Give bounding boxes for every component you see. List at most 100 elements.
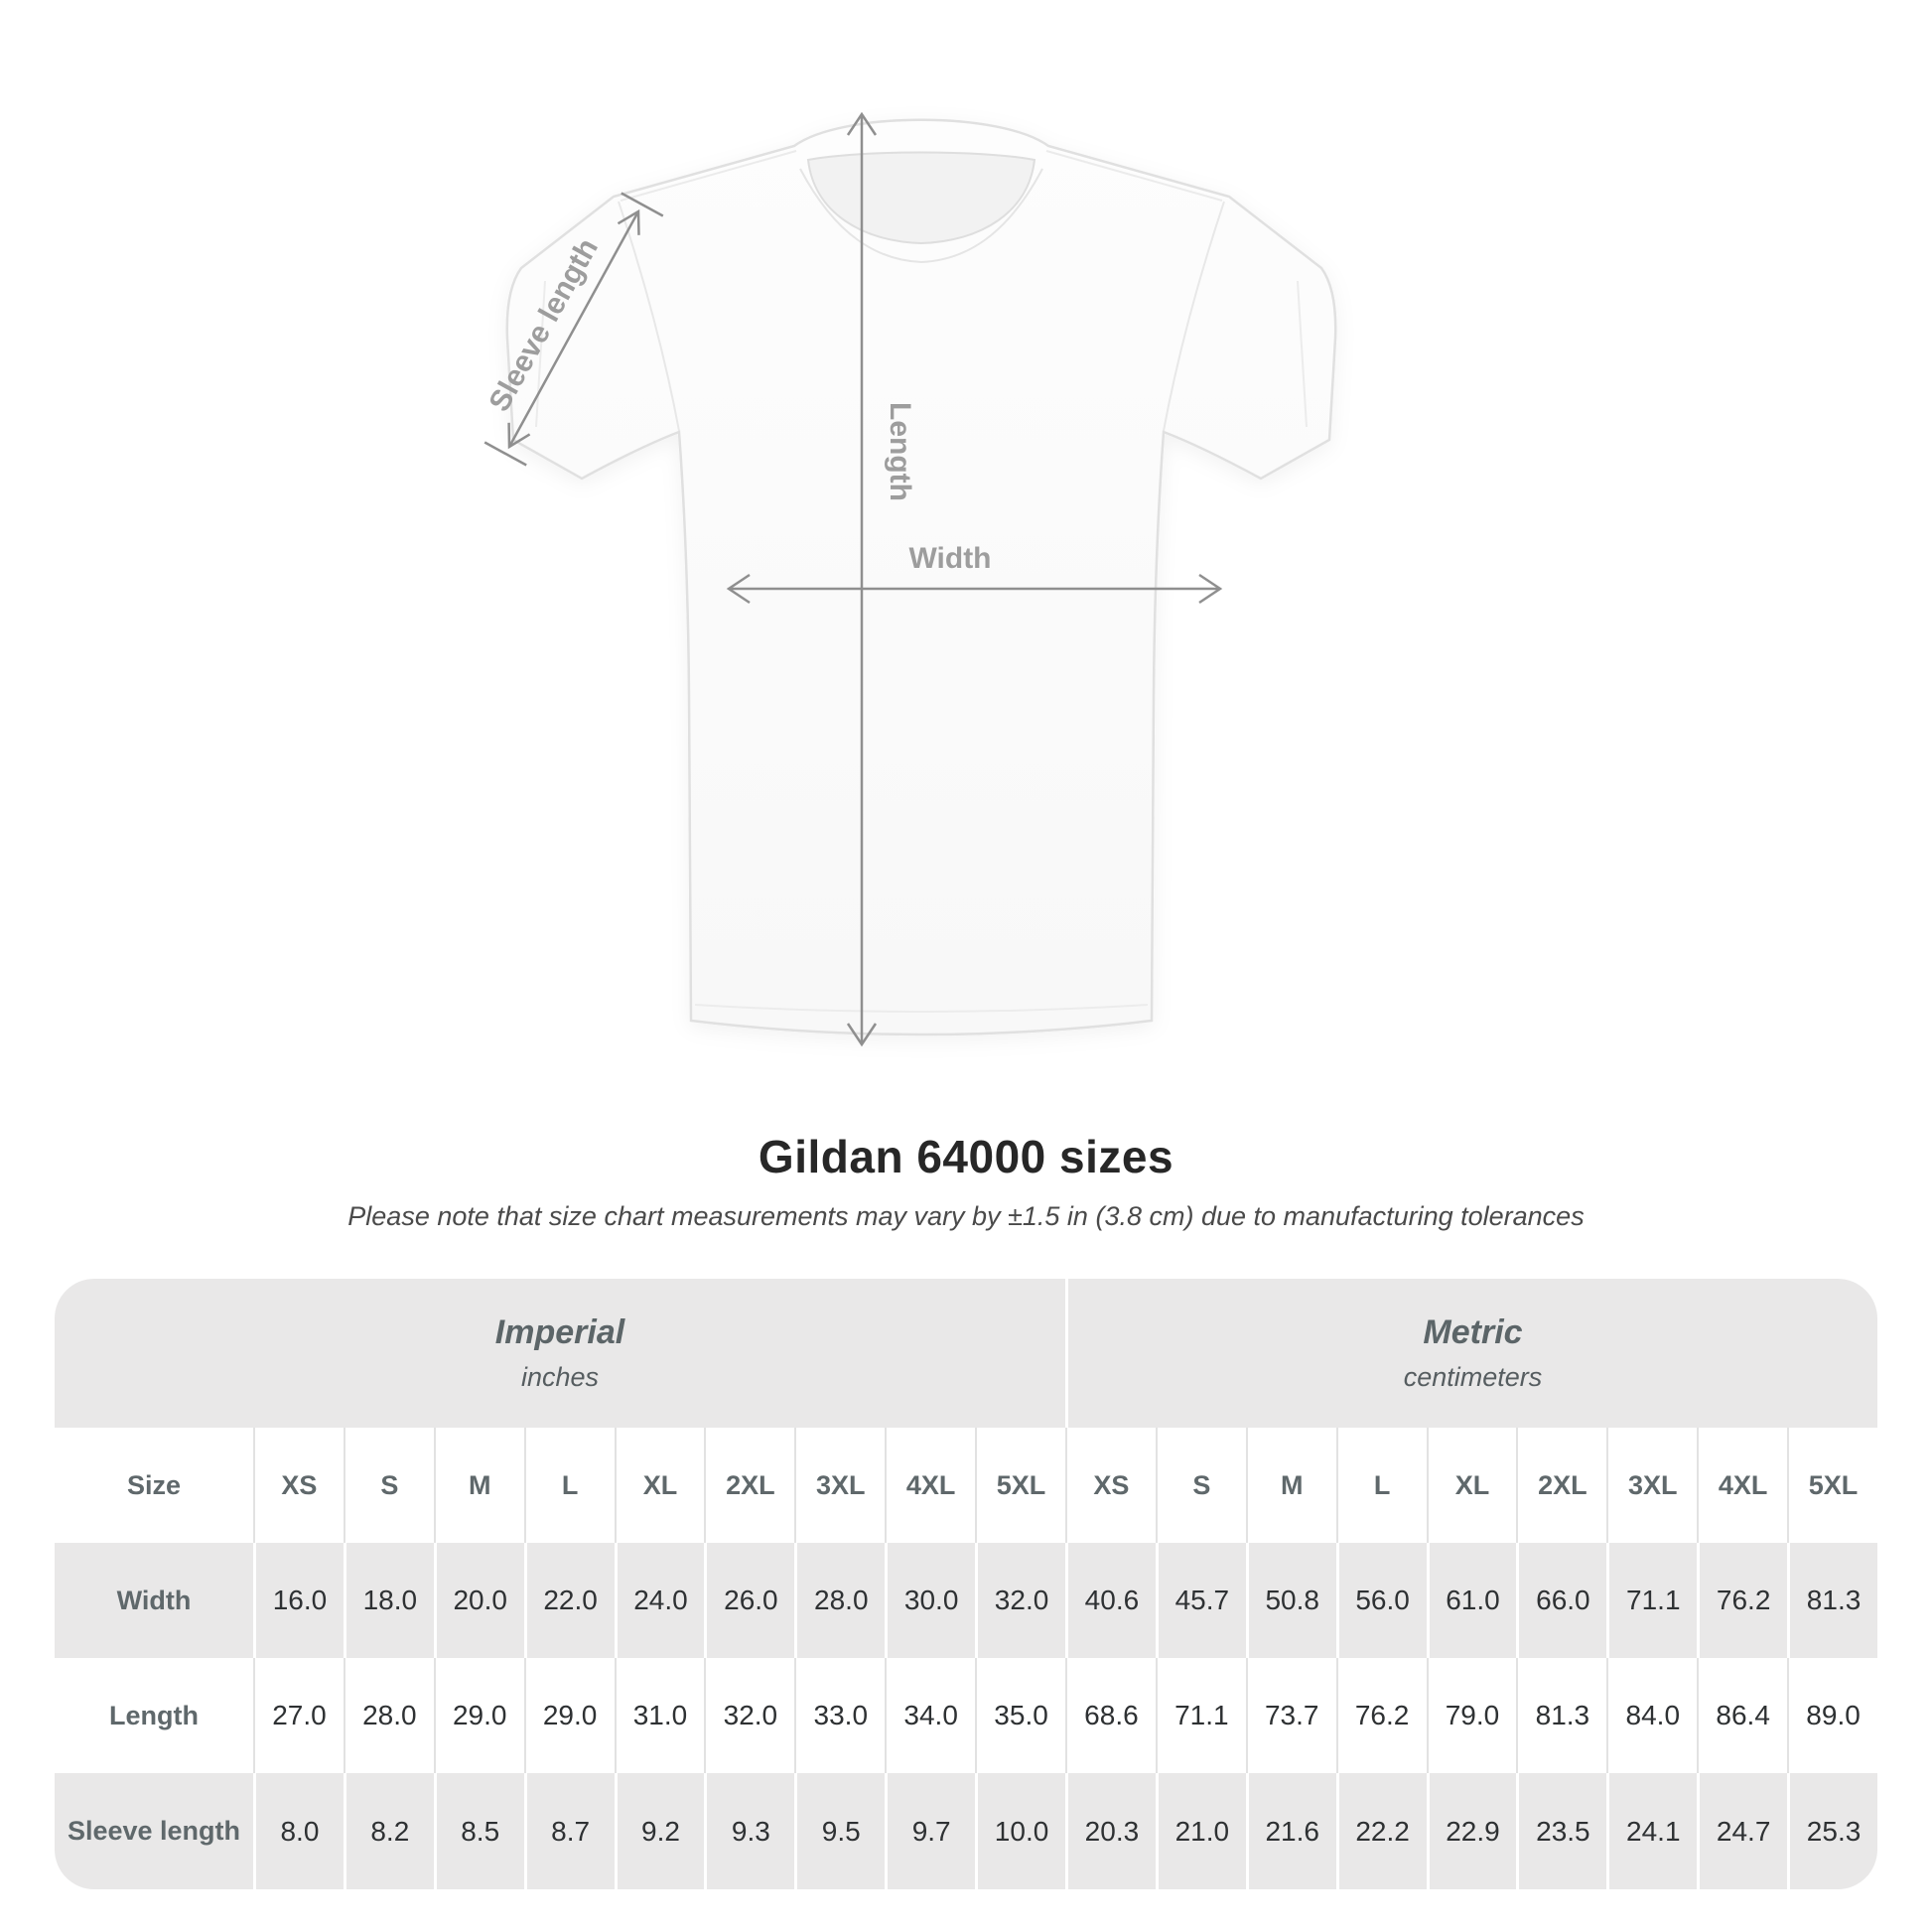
table-cell: 71.1 bbox=[1155, 1658, 1246, 1773]
metric-title: Metric bbox=[1423, 1313, 1523, 1351]
table-cell: 35.0 bbox=[975, 1658, 1065, 1773]
arrowhead-icon bbox=[617, 208, 640, 235]
length-dimension bbox=[846, 111, 878, 1047]
table-cell: 40.6 bbox=[1064, 1543, 1156, 1658]
collar-opening bbox=[806, 151, 1036, 245]
table-cell: 18.0 bbox=[343, 1543, 434, 1658]
table-cell: 76.2 bbox=[1335, 1658, 1427, 1773]
table-cell: 81.3 bbox=[1516, 1658, 1607, 1773]
table-cell: 71.1 bbox=[1606, 1543, 1698, 1658]
table-cell: 8.2 bbox=[343, 1773, 434, 1889]
size-header: L bbox=[1335, 1428, 1427, 1543]
table-cell: 66.0 bbox=[1516, 1543, 1607, 1658]
table-cell: 21.0 bbox=[1155, 1773, 1246, 1889]
size-header: S bbox=[1155, 1428, 1246, 1543]
size-header: M bbox=[1245, 1428, 1336, 1543]
heading-block: Gildan 64000 sizes Please note that size… bbox=[0, 1130, 1932, 1232]
imperial-unit: inches bbox=[520, 1362, 600, 1392]
table-cell: 28.0 bbox=[794, 1543, 886, 1658]
table-cell: 89.0 bbox=[1787, 1658, 1877, 1773]
table-cell: 24.1 bbox=[1606, 1773, 1698, 1889]
size-header: 5XL bbox=[975, 1428, 1065, 1543]
table-cell: 79.0 bbox=[1426, 1658, 1517, 1773]
table-cell: 30.0 bbox=[885, 1543, 976, 1658]
imperial-header: Imperial inches bbox=[55, 1279, 1065, 1428]
page-title: Gildan 64000 sizes bbox=[758, 1131, 1174, 1182]
size-header: XL bbox=[1426, 1428, 1517, 1543]
table-cell: 8.5 bbox=[433, 1773, 524, 1889]
table-cell: 9.7 bbox=[885, 1773, 976, 1889]
table-cell: 33.0 bbox=[794, 1658, 886, 1773]
table-cell: 25.3 bbox=[1787, 1773, 1877, 1889]
size-header: 2XL bbox=[704, 1428, 795, 1543]
size-header: L bbox=[523, 1428, 615, 1543]
size-header: 5XL bbox=[1787, 1428, 1877, 1543]
table-cell: 73.7 bbox=[1245, 1658, 1336, 1773]
size-header: M bbox=[433, 1428, 524, 1543]
table-cell: 31.0 bbox=[614, 1658, 705, 1773]
table-cell: 45.7 bbox=[1155, 1543, 1246, 1658]
table-cell: 9.2 bbox=[614, 1773, 705, 1889]
table-cell: 20.0 bbox=[433, 1543, 524, 1658]
table-cell: 22.0 bbox=[523, 1543, 615, 1658]
table-cell: 32.0 bbox=[704, 1658, 795, 1773]
size-header: 4XL bbox=[1697, 1428, 1788, 1543]
width-label: Width bbox=[908, 542, 991, 575]
table-cell: 8.7 bbox=[523, 1773, 615, 1889]
width-dimension bbox=[726, 573, 1223, 605]
row-label-length: Length bbox=[55, 1658, 253, 1773]
arrowhead-icon bbox=[726, 573, 751, 605]
table-cell: 20.3 bbox=[1064, 1773, 1156, 1889]
table-cell: 76.2 bbox=[1697, 1543, 1788, 1658]
arrowhead-icon bbox=[846, 111, 878, 136]
table-cell: 28.0 bbox=[343, 1658, 434, 1773]
size-header: S bbox=[343, 1428, 434, 1543]
metric-unit: centimeters bbox=[1403, 1362, 1543, 1392]
tolerance-note: Please note that size chart measurements… bbox=[347, 1201, 1585, 1231]
size-header: XS bbox=[253, 1428, 344, 1543]
table-cell: 34.0 bbox=[885, 1658, 976, 1773]
table-cell: 9.5 bbox=[794, 1773, 886, 1889]
table-cell: 23.5 bbox=[1516, 1773, 1607, 1889]
size-header: XS bbox=[1064, 1428, 1156, 1543]
table-cell: 68.6 bbox=[1064, 1658, 1156, 1773]
table-cell: 21.6 bbox=[1245, 1773, 1336, 1889]
arrowhead-icon bbox=[507, 422, 531, 450]
table-cell: 29.0 bbox=[523, 1658, 615, 1773]
table-cell: 27.0 bbox=[253, 1658, 344, 1773]
table-cell: 24.7 bbox=[1697, 1773, 1788, 1889]
table-cell: 24.0 bbox=[614, 1543, 705, 1658]
size-header: 2XL bbox=[1516, 1428, 1607, 1543]
table-cell: 61.0 bbox=[1426, 1543, 1517, 1658]
arrowhead-icon bbox=[1198, 573, 1223, 605]
table-cell: 84.0 bbox=[1606, 1658, 1698, 1773]
table-cell: 32.0 bbox=[975, 1543, 1065, 1658]
dimension-cap-tick bbox=[483, 441, 527, 467]
metric-header: Metric centimeters bbox=[1064, 1279, 1877, 1428]
size-column-header: Size bbox=[55, 1428, 253, 1543]
tshirt-diagram: Sleeve length Length Width bbox=[483, 111, 1337, 1047]
table-cell: 22.2 bbox=[1335, 1773, 1427, 1889]
size-chart-table: Imperial inches Metric centimeters Size … bbox=[55, 1279, 1877, 1889]
table-cell: 56.0 bbox=[1335, 1543, 1427, 1658]
imperial-title: Imperial bbox=[494, 1313, 625, 1351]
size-header: 3XL bbox=[1606, 1428, 1698, 1543]
table-cell: 16.0 bbox=[253, 1543, 344, 1658]
table-cell: 9.3 bbox=[704, 1773, 795, 1889]
sleeve-length-dimension bbox=[483, 192, 664, 467]
table-cell: 26.0 bbox=[704, 1543, 795, 1658]
size-header: 4XL bbox=[885, 1428, 976, 1543]
size-header: 3XL bbox=[794, 1428, 886, 1543]
table-cell: 86.4 bbox=[1697, 1658, 1788, 1773]
size-header: XL bbox=[614, 1428, 705, 1543]
row-label-width: Width bbox=[55, 1543, 253, 1658]
length-label: Length bbox=[884, 402, 916, 501]
tshirt-silhouette bbox=[505, 118, 1337, 1036]
row-label-sleeve-length: Sleeve length bbox=[55, 1773, 253, 1889]
table-cell: 10.0 bbox=[975, 1773, 1065, 1889]
dimension-cap-tick bbox=[621, 192, 664, 217]
table-cell: 50.8 bbox=[1245, 1543, 1336, 1658]
table-cell: 29.0 bbox=[433, 1658, 524, 1773]
table-cell: 8.0 bbox=[253, 1773, 344, 1889]
